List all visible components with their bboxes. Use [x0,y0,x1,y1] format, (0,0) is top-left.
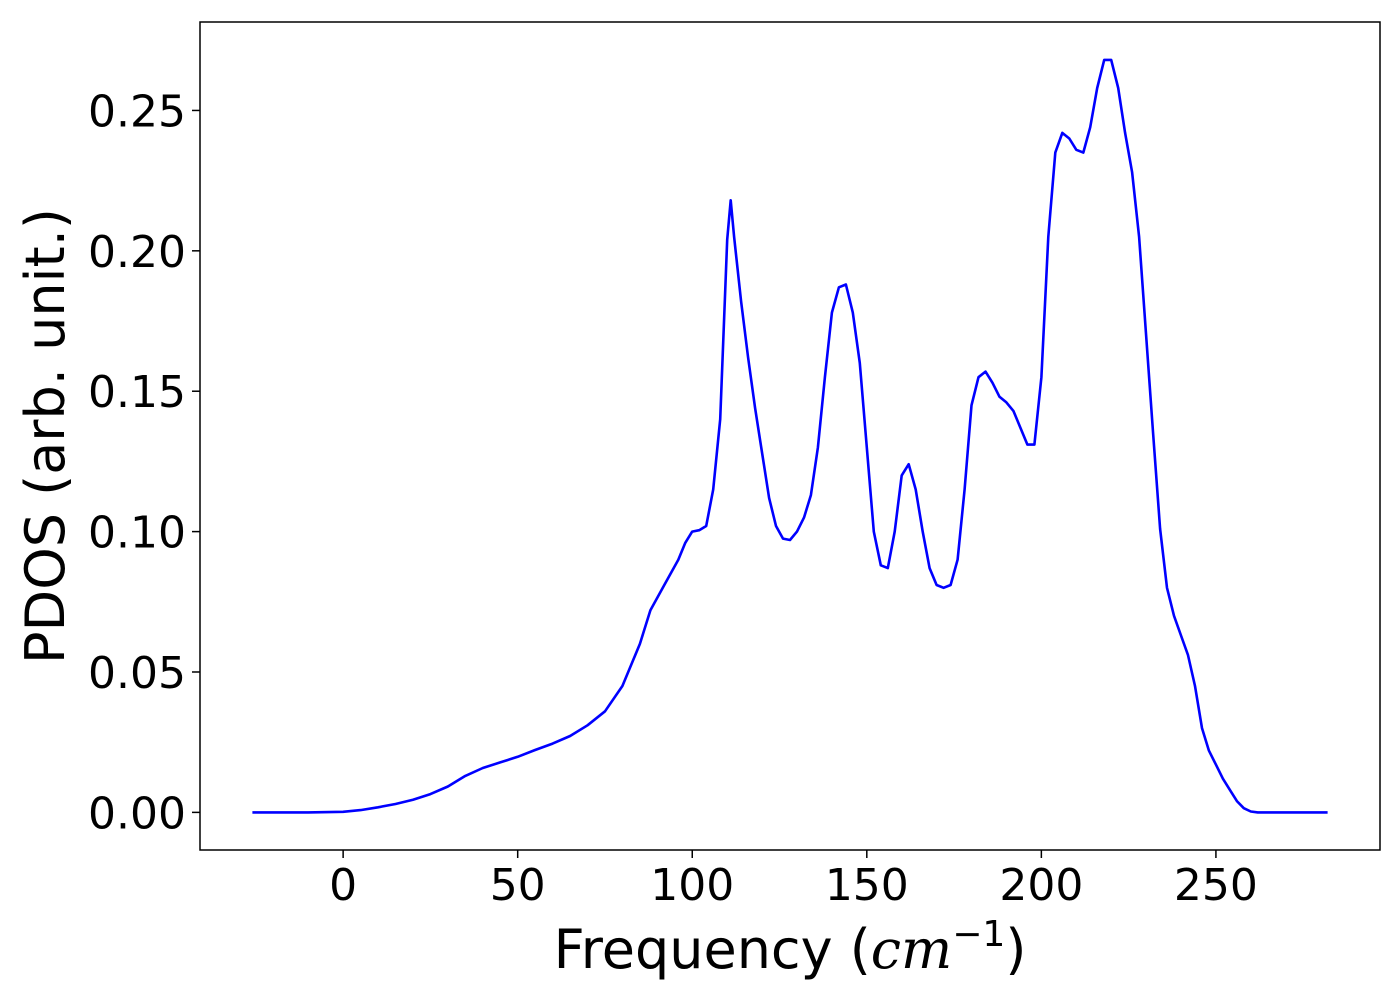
series-layer [252,58,1328,814]
x-tick-label: 200 [999,860,1083,911]
pdos-series-line-0 [252,58,1328,814]
y-tick-label: 0.00 [88,788,186,839]
y-tick-label: 0.25 [88,86,186,137]
x-tick-label: 0 [329,860,357,911]
x-axis-title: Frequency (cm−1) [554,914,1027,981]
y-tick-label: 0.20 [88,227,186,278]
x-axis-unit-exponent: −1 [952,914,1005,955]
ticks-layer: 0 50 100 150 200 250 0.00 0.05 0.10 0.15 0.20 0.25 [88,86,1258,911]
y-tick-label: 0.10 [88,508,186,559]
x-tick-label: 250 [1174,860,1258,911]
x-axis-title-text: Frequency [554,918,833,981]
y-axis-title: PDOS (arb. unit.) [14,208,77,664]
plot-area-frame [199,21,1381,851]
x-tick-label: 50 [490,860,546,911]
y-tick-label: 0.05 [88,648,186,699]
y-tick-label: 0.15 [88,367,186,418]
x-tick-label: 150 [825,860,909,911]
x-tick-label: 100 [650,860,734,911]
x-axis-unit-base: cm [871,918,952,981]
